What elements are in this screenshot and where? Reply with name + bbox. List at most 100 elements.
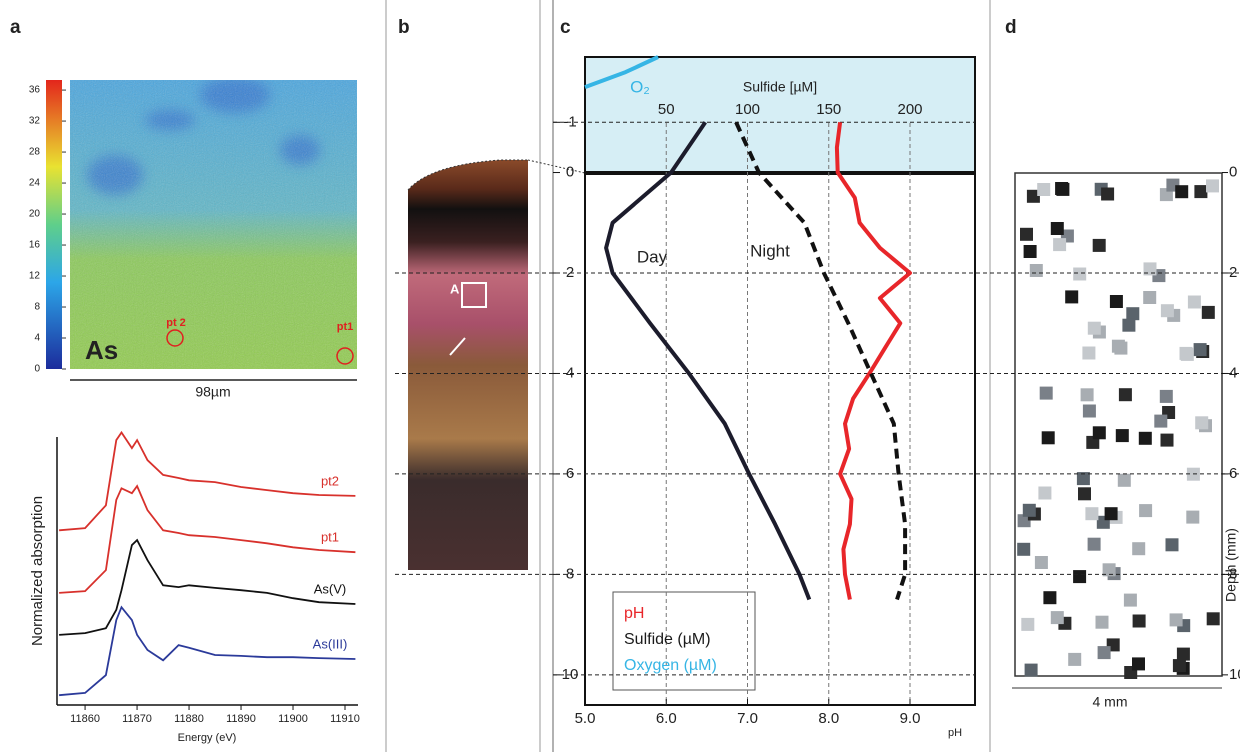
grain [1030, 264, 1043, 277]
grain [1133, 615, 1146, 628]
grain [1139, 504, 1152, 517]
y-tick-label: 4 [1229, 364, 1237, 381]
colorbar-label: 8 [34, 302, 40, 313]
grain [1166, 538, 1179, 551]
grain [1207, 612, 1220, 625]
grain [1194, 185, 1207, 198]
grain [1098, 646, 1111, 659]
y-tick-label: 8 [1229, 565, 1237, 582]
x-axis-label: pH [948, 727, 962, 739]
point-label: pt1 [337, 321, 354, 333]
grain [1154, 415, 1167, 428]
grain [1110, 295, 1123, 308]
colorbar [46, 80, 62, 369]
grain [1093, 239, 1106, 252]
grain [1175, 185, 1188, 198]
panel-label: a [10, 17, 21, 38]
grain [1173, 659, 1186, 672]
legend-entry: Sulfide (µM) [624, 631, 711, 648]
colorbar-label: 16 [29, 240, 41, 251]
x-tick-label: 11890 [226, 713, 256, 725]
grain [1073, 268, 1086, 281]
grain [1051, 611, 1064, 624]
colorbar-label: 28 [29, 147, 41, 158]
grain [1088, 322, 1101, 335]
grain [1188, 296, 1201, 309]
grain [1177, 648, 1190, 661]
grain [1180, 347, 1193, 360]
grain [1083, 405, 1096, 418]
grain [1042, 431, 1055, 444]
grain [1040, 387, 1053, 400]
colorbar-label: 20 [29, 209, 41, 220]
colorbar-label: 36 [29, 85, 41, 96]
grain [1085, 507, 1098, 520]
x2-axis-label: Sulfide [µM] [743, 79, 817, 95]
grain [1081, 388, 1094, 401]
grain [1170, 613, 1183, 626]
series-label: pt1 [321, 530, 339, 545]
photo [408, 160, 528, 570]
grain [1051, 222, 1064, 235]
grain [1082, 347, 1095, 360]
y-tick-label: 10 [1229, 666, 1240, 683]
colorbar-label: 32 [29, 116, 41, 127]
scale-label: 98µm [195, 384, 230, 400]
grain [1023, 504, 1036, 517]
grain [1093, 426, 1106, 439]
y-tick-label: 2 [566, 264, 574, 281]
grain [1073, 570, 1086, 583]
x-tick-label: 11910 [330, 713, 360, 725]
y-tick-label: 4 [566, 364, 574, 381]
grain [1088, 538, 1101, 551]
x2-tick-label: 50 [658, 101, 675, 118]
profile-line [837, 122, 910, 599]
grain [1043, 591, 1056, 604]
series-label: As(III) [313, 636, 348, 651]
panel-label: d [1005, 17, 1017, 38]
series-label: pt2 [321, 473, 339, 488]
grain [1160, 390, 1173, 403]
grain [1194, 343, 1207, 356]
y-axis-label: Normalized absorption [29, 496, 46, 646]
grain [1186, 511, 1199, 524]
y-tick-label: 0 [1229, 164, 1237, 181]
y-tick-label: 0 [566, 164, 574, 181]
colorbar-label: 12 [29, 271, 41, 282]
scale-label: 4 mm [1093, 694, 1128, 710]
grain [1035, 556, 1048, 569]
legend-entry: pH [624, 605, 644, 622]
grain [1132, 657, 1145, 670]
grain [1116, 429, 1129, 442]
grain [1118, 474, 1131, 487]
series-label: Night [750, 241, 790, 260]
grain [1096, 616, 1109, 629]
x2-tick-label: 100 [735, 101, 760, 118]
grain [1078, 487, 1091, 500]
spectrum [59, 433, 355, 531]
x-tick-label: 5.0 [575, 710, 596, 727]
grain [1112, 340, 1125, 353]
series-label: As(V) [314, 581, 347, 596]
point-label: pt 2 [166, 317, 186, 329]
element-label: As [85, 335, 118, 365]
grain [1038, 487, 1051, 500]
grain [1101, 188, 1114, 201]
grain [1025, 664, 1038, 677]
series-label: Day [637, 247, 668, 266]
grain [1020, 228, 1033, 241]
x-tick-label: 9.0 [900, 710, 921, 727]
colorbar-label: 0 [34, 364, 40, 375]
grain [1119, 388, 1132, 401]
connector [528, 160, 585, 173]
grain [1068, 653, 1081, 666]
marker-label: A [450, 281, 460, 296]
grain [1126, 307, 1139, 320]
grain [1105, 507, 1118, 520]
grain [1206, 179, 1219, 192]
x2-tick-label: 200 [897, 101, 922, 118]
grain [1202, 306, 1215, 319]
grain [1143, 291, 1156, 304]
y-tick-label: -1 [563, 113, 576, 130]
element-map [70, 77, 357, 369]
